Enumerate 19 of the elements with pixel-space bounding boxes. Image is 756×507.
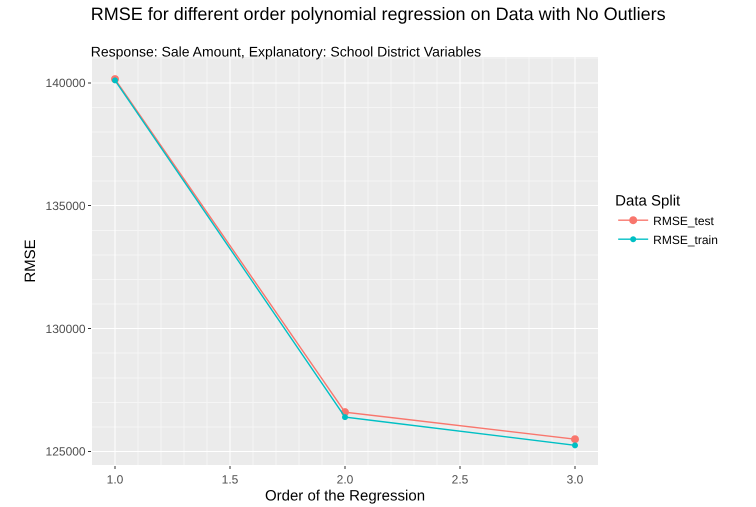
x-tick-label: 2.0 xyxy=(336,472,354,486)
legend-label: RMSE_train xyxy=(653,232,718,247)
y-tick-label: 140000 xyxy=(46,76,86,90)
chart-title: RMSE for different order polynomial regression on Data with No Outliers xyxy=(90,4,666,24)
y-tick-label: 135000 xyxy=(46,198,86,213)
x-tick-label: 1.0 xyxy=(106,472,124,486)
chart-subtitle: Response: Sale Amount, Explanatory: School District Variables xyxy=(90,43,482,60)
x-tick-label: 1.5 xyxy=(222,472,239,486)
y-tick-label: 130000 xyxy=(46,322,86,336)
point xyxy=(342,414,348,420)
legend-label: RMSE_test xyxy=(653,214,715,228)
y-axis-title: RMSE xyxy=(22,239,39,283)
x-tick-label: 3.0 xyxy=(566,472,584,486)
x-tick-label: 2.5 xyxy=(452,472,469,486)
point xyxy=(572,442,578,448)
x-axis-title: Order of the Regression xyxy=(264,487,426,504)
legend-title: Data Split xyxy=(615,192,682,210)
point xyxy=(571,435,579,444)
y-tick-label: 125000 xyxy=(46,444,86,459)
